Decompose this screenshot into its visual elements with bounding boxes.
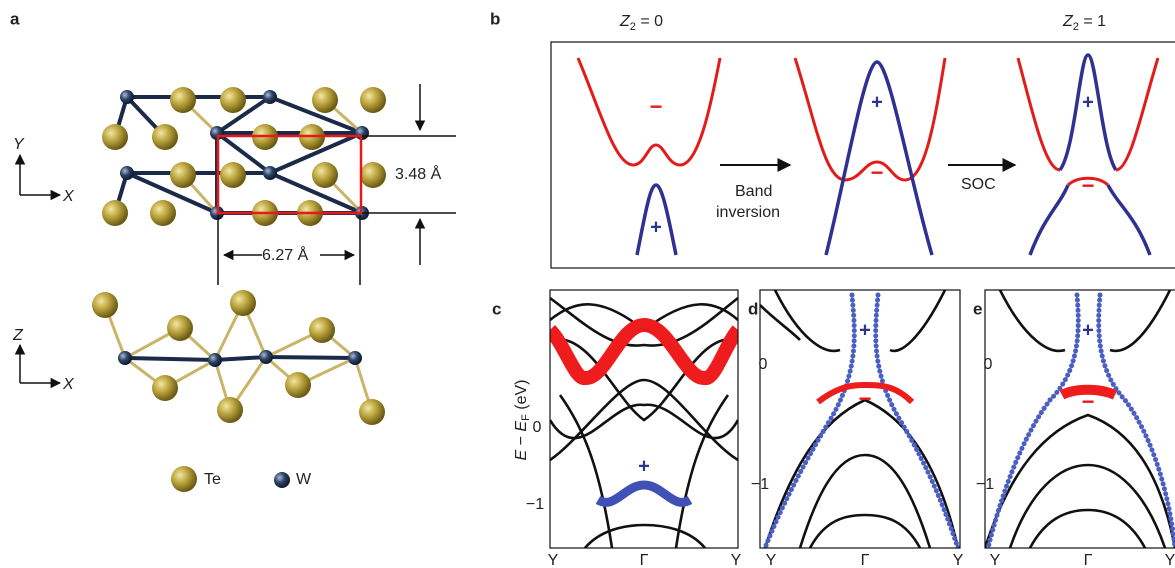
x-tick-label: Y [1165, 552, 1175, 568]
x-tick-label: Y [990, 552, 1001, 568]
legend-marker [171, 466, 197, 492]
panel-label: e [973, 299, 982, 318]
axis-label: Y [13, 136, 25, 153]
axes-top [20, 155, 60, 383]
z2-label: Z2 = 1 [1062, 13, 1106, 33]
arrow-label: SOC [961, 176, 996, 193]
panel-label: b [490, 9, 500, 28]
y-tick-label: −1 [526, 496, 544, 513]
panel-label: d [748, 299, 758, 318]
x-tick-label: Y [548, 552, 559, 568]
dimension-label: 6.27 Å [262, 245, 309, 264]
parity-sign: + [871, 91, 883, 113]
arrow-label: inversion [716, 204, 780, 221]
parity-sign: − [650, 94, 663, 119]
z2-label: Z2 = 0 [619, 13, 663, 33]
legend-label: W [296, 471, 312, 488]
parity-sign: + [859, 319, 871, 341]
axis-label: X [62, 376, 75, 393]
axis-label: Z [12, 327, 24, 344]
parity-sign: − [638, 316, 651, 341]
x-tick-label: Γ [640, 552, 649, 568]
panel-label: c [492, 299, 501, 318]
y-tick-label: −1 [976, 476, 994, 493]
parity-sign: + [1082, 91, 1094, 113]
parity-sign: + [650, 216, 662, 238]
dimension-label: 3.48 Å [395, 164, 442, 183]
axis-label: X [62, 188, 75, 205]
legend-label: Te [204, 471, 221, 488]
x-tick-label: Y [953, 552, 964, 568]
crystal-top [102, 87, 386, 226]
y-axis-label: E − EF (eV) [513, 380, 532, 461]
parity-sign: − [859, 386, 872, 411]
x-tick-label: Γ [1084, 552, 1093, 568]
figure: a b c d e Y X Z X 3.48 Å 6.27 Å Te W Z2 … [0, 0, 1175, 568]
parity-sign: − [1082, 389, 1095, 414]
arrow-label: Band [735, 183, 772, 200]
x-tick-label: Y [766, 552, 777, 568]
y-tick-label: 0 [984, 356, 993, 373]
y-tick-label: −1 [751, 476, 769, 493]
band-schematic [578, 55, 1158, 255]
legend-marker [274, 472, 290, 488]
y-tick-label: 0 [533, 419, 542, 436]
crystal-side [92, 290, 385, 425]
parity-sign: − [1082, 173, 1095, 198]
panel-label: a [10, 9, 20, 28]
parity-sign: + [1082, 319, 1094, 341]
x-tick-label: Y [731, 552, 742, 568]
y-tick-label: 0 [759, 356, 768, 373]
dimension-lines [218, 84, 456, 285]
parity-sign: + [638, 455, 650, 477]
bands-e [985, 290, 1175, 548]
x-tick-label: Γ [861, 552, 870, 568]
parity-sign: − [871, 160, 884, 185]
